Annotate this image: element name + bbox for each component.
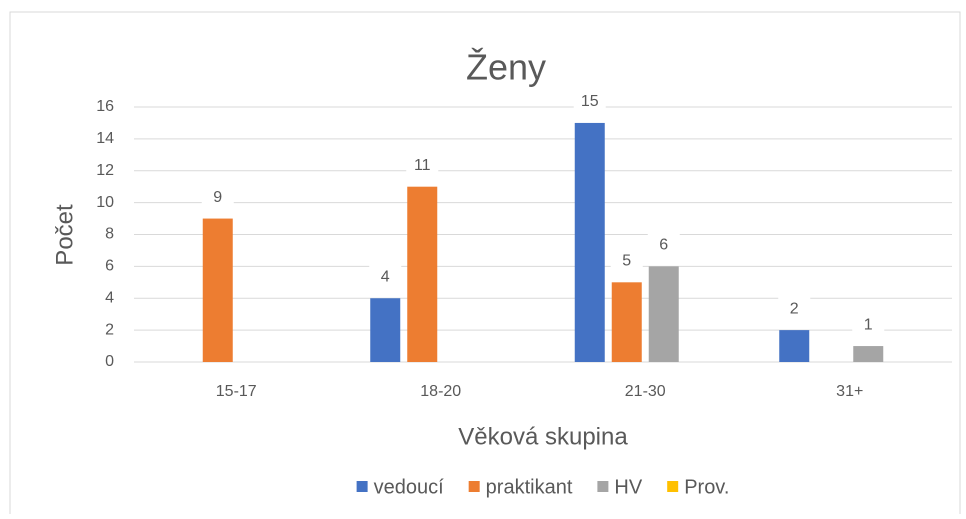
legend-swatch: [667, 481, 679, 492]
data-label-bg: [778, 296, 811, 321]
data-label-bg: [369, 264, 402, 289]
bar: [407, 186, 438, 362]
bar: [370, 298, 401, 362]
data-label-bg: [610, 248, 643, 273]
legend-label: Prov.: [684, 476, 729, 498]
data-label: 4: [381, 268, 390, 285]
chart-frame: [9, 11, 961, 519]
bar: [611, 282, 642, 362]
bar: [648, 266, 679, 362]
data-label-bg: [647, 232, 680, 257]
bar: [853, 346, 884, 362]
legend-label: HV: [614, 476, 642, 498]
y-tick-label: 4: [105, 289, 114, 306]
y-tick-label: 8: [105, 226, 114, 243]
legend-swatch: [597, 481, 609, 492]
data-label: 9: [213, 189, 222, 206]
y-tick-label: 14: [96, 130, 114, 147]
chart-title: Ženy: [466, 47, 546, 88]
x-tick-label: 18-20: [420, 383, 461, 400]
legend-label: praktikant: [486, 476, 573, 498]
data-label: 11: [414, 157, 431, 174]
y-tick-label: 10: [96, 194, 114, 211]
bar: [779, 330, 810, 362]
data-label: 15: [581, 93, 599, 110]
y-axis-label: Počet: [51, 204, 78, 266]
y-tick-label: 12: [96, 162, 114, 179]
data-label: 5: [622, 253, 631, 270]
data-label-bg: [201, 184, 234, 209]
data-label: 6: [659, 237, 668, 254]
legend-swatch: [356, 481, 368, 492]
x-tick-label: 21-30: [625, 383, 666, 400]
legend-swatch: [468, 481, 480, 492]
y-tick-label: 0: [105, 353, 114, 370]
legend-label: vedoucí: [374, 476, 444, 498]
y-tick-label: 16: [96, 98, 114, 115]
y-tick-label: 6: [105, 258, 114, 275]
data-label: 2: [790, 300, 799, 317]
data-label-bg: [406, 152, 439, 177]
x-tick-label: 15-17: [216, 383, 257, 400]
data-label-bg: [573, 88, 606, 113]
x-axis-label: Věková skupina: [458, 423, 628, 450]
data-label: 1: [864, 316, 873, 333]
bar: [202, 218, 233, 362]
y-tick-label: 2: [105, 321, 114, 338]
x-tick-label: 31+: [836, 383, 863, 400]
bar: [574, 122, 605, 362]
data-label-bg: [852, 312, 885, 337]
